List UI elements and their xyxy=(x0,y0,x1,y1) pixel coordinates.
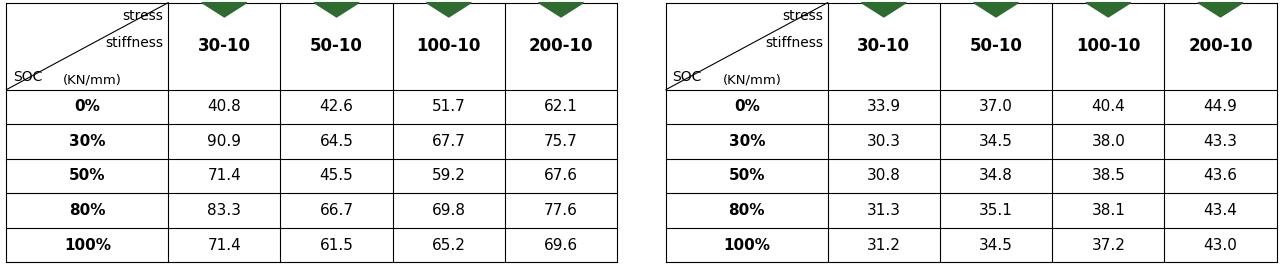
Text: 33.9: 33.9 xyxy=(867,99,901,114)
Text: 50%: 50% xyxy=(729,169,765,183)
Text: 34.5: 34.5 xyxy=(979,134,1014,149)
Text: (KN/mm): (KN/mm) xyxy=(63,73,122,86)
Text: 0%: 0% xyxy=(74,99,100,114)
Text: stress: stress xyxy=(122,9,163,23)
Polygon shape xyxy=(1085,3,1130,17)
Text: 50%: 50% xyxy=(69,169,105,183)
Text: 200-10: 200-10 xyxy=(529,37,593,55)
Text: 50-10: 50-10 xyxy=(310,37,363,55)
Text: 67.6: 67.6 xyxy=(544,169,579,183)
Text: 44.9: 44.9 xyxy=(1203,99,1237,114)
Text: 100%: 100% xyxy=(724,238,770,253)
Text: 34.5: 34.5 xyxy=(979,238,1014,253)
Text: 40.8: 40.8 xyxy=(208,99,241,114)
Text: 37.2: 37.2 xyxy=(1092,238,1125,253)
Text: 71.4: 71.4 xyxy=(208,169,241,183)
Polygon shape xyxy=(1198,3,1243,17)
Text: stiffness: stiffness xyxy=(105,36,163,50)
Text: 67.7: 67.7 xyxy=(432,134,466,149)
Text: 38.5: 38.5 xyxy=(1092,169,1125,183)
Polygon shape xyxy=(314,3,359,17)
Text: 43.4: 43.4 xyxy=(1203,203,1237,218)
Polygon shape xyxy=(539,3,584,17)
Text: 65.2: 65.2 xyxy=(432,238,466,253)
Text: (KN/mm): (KN/mm) xyxy=(722,73,781,86)
Text: 35.1: 35.1 xyxy=(979,203,1014,218)
Text: stiffness: stiffness xyxy=(765,36,822,50)
Text: 31.2: 31.2 xyxy=(867,238,901,253)
Text: 42.6: 42.6 xyxy=(319,99,354,114)
Text: 30.3: 30.3 xyxy=(867,134,901,149)
Text: 31.3: 31.3 xyxy=(867,203,901,218)
Text: 83.3: 83.3 xyxy=(208,203,241,218)
Text: 59.2: 59.2 xyxy=(432,169,466,183)
Text: SOC: SOC xyxy=(672,70,702,85)
Text: 38.0: 38.0 xyxy=(1092,134,1125,149)
Text: 30%: 30% xyxy=(69,134,105,149)
Text: 80%: 80% xyxy=(729,203,765,218)
Text: 71.4: 71.4 xyxy=(208,238,241,253)
Polygon shape xyxy=(201,3,246,17)
Text: 43.0: 43.0 xyxy=(1203,238,1237,253)
Text: 30-10: 30-10 xyxy=(857,37,911,55)
Text: 69.6: 69.6 xyxy=(544,238,579,253)
Text: 100%: 100% xyxy=(64,238,110,253)
Text: 100-10: 100-10 xyxy=(1076,37,1141,55)
Text: 69.8: 69.8 xyxy=(432,203,466,218)
Text: 50-10: 50-10 xyxy=(970,37,1023,55)
Text: 30%: 30% xyxy=(729,134,765,149)
Text: 43.6: 43.6 xyxy=(1203,169,1238,183)
Text: 43.3: 43.3 xyxy=(1203,134,1238,149)
Polygon shape xyxy=(861,3,906,17)
Polygon shape xyxy=(974,3,1019,17)
Text: 200-10: 200-10 xyxy=(1188,37,1252,55)
Text: 61.5: 61.5 xyxy=(319,238,354,253)
Text: 40.4: 40.4 xyxy=(1092,99,1125,114)
Text: 64.5: 64.5 xyxy=(319,134,354,149)
Text: 38.1: 38.1 xyxy=(1092,203,1125,218)
Text: 80%: 80% xyxy=(69,203,105,218)
Text: stress: stress xyxy=(781,9,822,23)
Polygon shape xyxy=(426,3,471,17)
Text: 75.7: 75.7 xyxy=(544,134,577,149)
Text: 34.8: 34.8 xyxy=(979,169,1014,183)
Text: 30.8: 30.8 xyxy=(867,169,901,183)
Text: 62.1: 62.1 xyxy=(544,99,577,114)
Text: 30-10: 30-10 xyxy=(198,37,251,55)
Text: 51.7: 51.7 xyxy=(432,99,466,114)
Text: 66.7: 66.7 xyxy=(319,203,354,218)
Text: 37.0: 37.0 xyxy=(979,99,1014,114)
Text: 90.9: 90.9 xyxy=(208,134,241,149)
Text: 77.6: 77.6 xyxy=(544,203,577,218)
Text: 100-10: 100-10 xyxy=(417,37,481,55)
Text: SOC: SOC xyxy=(13,70,42,85)
Text: 0%: 0% xyxy=(734,99,760,114)
Text: 45.5: 45.5 xyxy=(319,169,353,183)
